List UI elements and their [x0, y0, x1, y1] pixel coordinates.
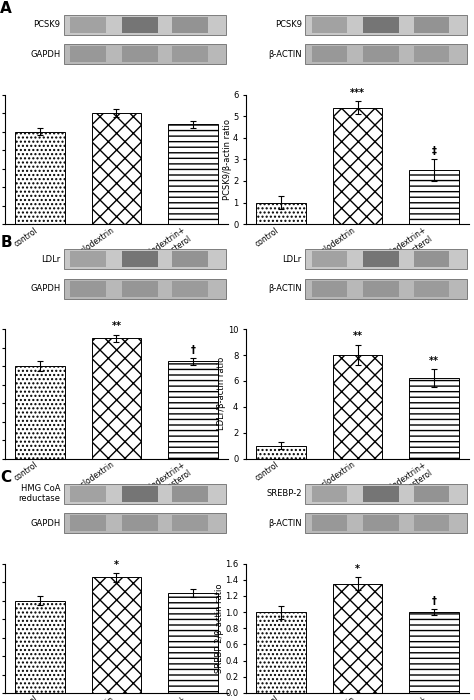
Bar	[410, 170, 459, 224]
Bar	[305, 15, 467, 35]
Bar	[414, 17, 449, 33]
Text: PCSK9: PCSK9	[34, 20, 61, 29]
Text: A: A	[0, 1, 12, 15]
Bar	[173, 515, 208, 531]
Bar	[305, 249, 467, 270]
Text: SREBP-2: SREBP-2	[266, 489, 302, 498]
Bar	[333, 355, 383, 458]
Bar	[122, 17, 158, 33]
Text: †: †	[432, 596, 437, 605]
Bar	[364, 486, 399, 502]
Bar	[64, 513, 226, 533]
Text: ‡: ‡	[432, 146, 437, 156]
Bar	[168, 593, 218, 693]
Text: β-ACTIN: β-ACTIN	[268, 284, 302, 293]
Y-axis label: SREBP-2/β-actin ratio: SREBP-2/β-actin ratio	[215, 584, 224, 673]
Text: ***: ***	[350, 88, 365, 98]
Bar	[414, 251, 449, 267]
Bar	[173, 17, 208, 33]
Text: †: †	[191, 344, 195, 354]
Bar	[173, 486, 208, 502]
Text: LDLr: LDLr	[283, 255, 302, 264]
Bar	[15, 132, 64, 224]
Bar	[311, 17, 347, 33]
Bar	[305, 279, 467, 299]
Text: LDLr: LDLr	[41, 255, 61, 264]
Bar	[311, 46, 347, 62]
Bar	[311, 251, 347, 267]
Bar	[305, 44, 467, 64]
Bar	[71, 281, 106, 297]
Bar	[305, 484, 467, 504]
Bar	[122, 515, 158, 531]
Bar	[15, 366, 64, 458]
Bar	[71, 251, 106, 267]
Bar	[91, 578, 141, 693]
Bar	[364, 46, 399, 62]
Bar	[414, 281, 449, 297]
Bar	[91, 338, 141, 458]
Bar	[256, 446, 306, 459]
Bar	[64, 279, 226, 299]
Text: PCSK9: PCSK9	[275, 20, 302, 29]
Bar	[305, 513, 467, 533]
Bar	[173, 281, 208, 297]
Text: β-ACTIN: β-ACTIN	[268, 50, 302, 59]
Bar	[64, 484, 226, 504]
Bar	[122, 486, 158, 502]
Bar	[333, 108, 383, 224]
Text: β-ACTIN: β-ACTIN	[268, 519, 302, 528]
Bar	[364, 17, 399, 33]
Bar	[414, 46, 449, 62]
Bar	[410, 612, 459, 693]
Text: HMG CoA
reductase: HMG CoA reductase	[18, 484, 61, 503]
Text: GAPDH: GAPDH	[30, 284, 61, 293]
Bar	[414, 515, 449, 531]
Bar	[15, 601, 64, 693]
Text: *: *	[355, 564, 360, 574]
Bar	[64, 44, 226, 64]
Bar	[64, 249, 226, 270]
Bar	[311, 515, 347, 531]
Text: B: B	[0, 235, 12, 250]
Bar	[91, 113, 141, 224]
Bar	[71, 17, 106, 33]
Bar	[122, 281, 158, 297]
Bar	[256, 202, 306, 224]
Bar	[410, 378, 459, 458]
Bar	[173, 46, 208, 62]
Text: **: **	[429, 356, 439, 366]
Bar	[333, 584, 383, 693]
Text: **: **	[111, 321, 121, 331]
Bar	[311, 486, 347, 502]
Bar	[364, 281, 399, 297]
Bar	[122, 46, 158, 62]
Text: GAPDH: GAPDH	[30, 50, 61, 59]
Bar	[173, 251, 208, 267]
Bar	[71, 46, 106, 62]
Text: *: *	[114, 559, 119, 570]
Bar	[168, 361, 218, 458]
Bar	[256, 612, 306, 693]
Bar	[71, 515, 106, 531]
Text: GAPDH: GAPDH	[30, 519, 61, 528]
Bar	[364, 251, 399, 267]
Bar	[64, 15, 226, 35]
Bar	[364, 515, 399, 531]
Y-axis label: LDLr/β-actin ratio: LDLr/β-actin ratio	[218, 357, 227, 430]
Bar	[71, 486, 106, 502]
Text: **: **	[353, 331, 363, 342]
Y-axis label: PCSK9/β-actin ratio: PCSK9/β-actin ratio	[222, 119, 231, 200]
Bar	[122, 251, 158, 267]
Text: C: C	[0, 470, 11, 484]
Bar	[168, 125, 218, 224]
Bar	[311, 281, 347, 297]
Bar	[414, 486, 449, 502]
